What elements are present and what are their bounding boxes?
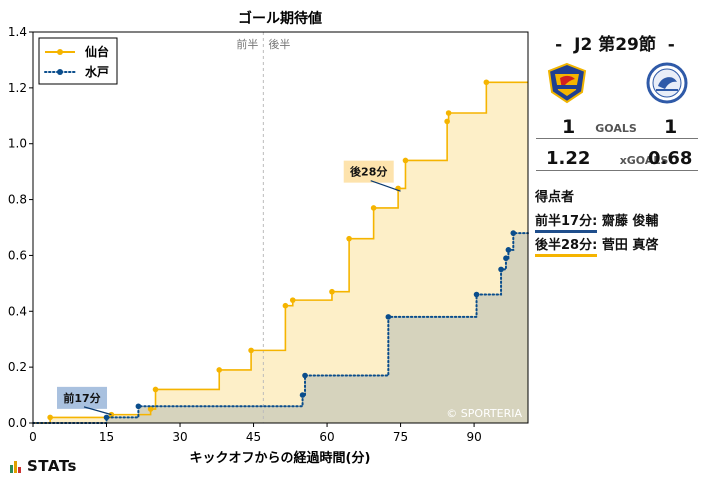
divider: [536, 138, 698, 139]
series-layer: [32, 79, 529, 424]
series-1-point: [503, 255, 509, 262]
chart-title: ゴール期待値: [238, 10, 322, 27]
legend-entry-1: 水戸: [85, 64, 109, 79]
annotation-box-0: [57, 386, 108, 409]
series-0-point: [216, 367, 223, 373]
annotation-box-1: [343, 160, 394, 183]
series-line-1: [32, 232, 529, 424]
match-title-prefix: -: [555, 35, 563, 55]
scorer-item: 後半28分: 菅田 真啓: [535, 234, 659, 257]
y-tick-label: 0.0: [8, 416, 27, 430]
series-0-point: [402, 157, 409, 164]
brand-logo: STATs: [10, 457, 77, 477]
series-1-point: [510, 230, 517, 236]
home-xg: 1.22: [546, 148, 591, 169]
annotation-label-0: 前17分: [63, 391, 100, 405]
series-1-point: [135, 403, 142, 410]
y-tick-label: 1.4: [8, 25, 27, 39]
series-0-point: [47, 414, 53, 421]
home-goals: 1: [562, 116, 576, 138]
divider: [536, 170, 698, 171]
x-tick-label: 0: [29, 430, 37, 444]
scorer-item: 前半17分: 齋藤 俊輔: [535, 210, 659, 233]
series-0-point: [346, 235, 352, 242]
plot-frame: [32, 31, 529, 424]
x-tick-label: 60: [319, 430, 334, 444]
annotation-arrow-0: [83, 406, 112, 416]
away-team-crest-icon: [646, 62, 688, 104]
x-tick-label: 45: [246, 430, 261, 444]
series-0-point: [444, 118, 450, 125]
annotation-label-1: 後28分: [350, 165, 387, 179]
halftime-first-label: 前半: [236, 37, 258, 51]
brand-name: STATs: [27, 457, 77, 475]
y-tick-label: 0.6: [8, 248, 27, 262]
series-1-point: [498, 266, 504, 273]
series-0-point: [370, 205, 377, 211]
match-panel: - J2 第29節 - 1 GOALS 1 1.22 xGOALS 0.68 得…: [530, 0, 707, 479]
grid-layer: 前半 後半: [236, 32, 290, 423]
x-axis-label: キックオフからの経過時間(分): [190, 450, 371, 466]
series-1-point: [103, 414, 110, 421]
away-xg: 0.68: [648, 148, 693, 169]
y-tick-label: 1.0: [8, 137, 27, 151]
series-0-point: [329, 288, 335, 295]
away-goals: 1: [664, 116, 678, 138]
series-0-point: [282, 302, 289, 309]
series-1-point: [505, 247, 512, 253]
x-tick-label: 15: [99, 430, 114, 444]
brand-bars-icon: [10, 459, 22, 477]
series-fill-1: [33, 233, 528, 423]
series-1-point: [385, 314, 392, 320]
xg-label: xGOALS: [619, 154, 669, 167]
match-title: - J2 第29節 -: [530, 30, 700, 55]
match-title-text: J2 第29節: [574, 35, 656, 55]
series-0-point: [108, 411, 115, 418]
x-tick-label: 75: [393, 430, 408, 444]
annotation-arrow-1: [370, 180, 401, 192]
scorer-name: 菅田 真啓: [601, 238, 659, 253]
match-title-suffix: -: [667, 35, 675, 55]
scorers-title: 得点者: [535, 190, 575, 205]
series-0-point: [152, 386, 159, 393]
legend-marker-0: [57, 49, 63, 55]
y-tick-label: 0.4: [8, 304, 27, 318]
legend-marker-1: [57, 69, 63, 75]
series-0-point: [248, 347, 254, 354]
halftime-second-label: 後半: [268, 37, 290, 51]
y-tick-label: 1.2: [8, 81, 27, 95]
goals-label: GOALS: [595, 122, 637, 135]
goals-row: 1 GOALS 1: [534, 116, 698, 138]
series-0-point: [289, 297, 296, 303]
scorer-time: 後半28分:: [535, 238, 598, 257]
y-tick-label: 0.8: [8, 193, 27, 207]
scorer-name: 齋藤 俊輔: [601, 214, 659, 229]
series-0-point: [147, 406, 154, 412]
series-1-point: [473, 291, 480, 298]
legend-box: [38, 37, 118, 85]
xg-chart: 前半 後半 0 15 30 45 60 75 90 0.0 0.2 0.4 0.6 0.8 1.0 1.2 1…: [8, 10, 529, 466]
series-1-point: [299, 392, 306, 398]
xg-row: 1.22 xGOALS 0.68: [534, 148, 698, 170]
y-tick-label: 0.2: [8, 360, 27, 374]
watermark: © SPORTERIA: [446, 407, 522, 420]
x-tick-label: 90: [466, 430, 481, 444]
series-0-point: [445, 110, 452, 116]
legend-entry-0: 仙台: [85, 44, 109, 59]
fill-layer: [33, 82, 528, 424]
x-tick-label: 30: [172, 430, 187, 444]
home-team-crest-icon: [547, 62, 587, 104]
series-1-point: [302, 372, 308, 379]
axes-layer: 0 15 30 45 60 75 90 0.0 0.2 0.4 0.6 0.8 1.0 1.2 1.4: [8, 25, 529, 444]
annotation-layer: 前17分 後28分: [57, 160, 401, 416]
scorer-time: 前半17分:: [535, 214, 598, 233]
series-0-point: [483, 79, 490, 86]
